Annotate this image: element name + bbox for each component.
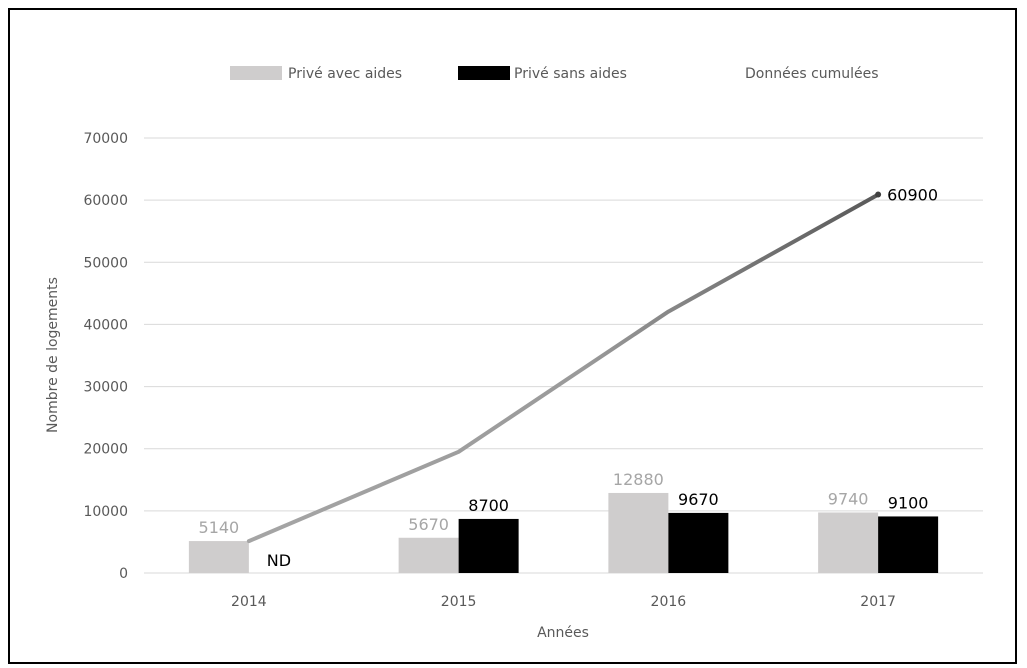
y-tick-label: 50000 — [83, 255, 128, 271]
data-labels: 5140 5670 12880 9740 ND 8700 9670 9100 60900 — [199, 186, 939, 570]
y-tick-label: 30000 — [83, 380, 128, 396]
data-label-series-1: 9670 — [678, 490, 719, 509]
data-label-series-1: 9100 — [888, 493, 929, 512]
data-label-series-2: 60900 — [887, 186, 938, 205]
legend: Privé avec aides Privé sans aides Donnée… — [230, 66, 879, 82]
bar-series-1 — [878, 516, 939, 573]
data-label-series-0: 9740 — [828, 489, 869, 508]
bar-series-0 — [398, 537, 459, 573]
legend-label-series-2: Données cumulées — [745, 66, 879, 82]
x-axis-title: Années — [537, 625, 589, 641]
data-label-series-1: 8700 — [468, 496, 509, 515]
y-tick-label: 40000 — [83, 317, 128, 333]
legend-item-series-2: Données cumulées — [690, 66, 879, 82]
x-tick-label: 2017 — [860, 594, 896, 610]
bars — [188, 492, 939, 573]
y-tick-label: 60000 — [83, 193, 128, 209]
data-label-series-1: ND — [267, 551, 291, 570]
data-label-series-0: 5140 — [199, 518, 240, 537]
legend-item-series-0: Privé avec aides — [230, 66, 402, 82]
y-tick-label: 0 — [119, 566, 128, 582]
legend-swatch-series-1 — [458, 66, 510, 80]
y-axis-ticks: 0 10000 20000 30000 40000 50000 60000 70000 — [83, 131, 128, 582]
legend-item-series-1: Privé sans aides — [458, 66, 627, 82]
y-tick-label: 20000 — [83, 442, 128, 458]
y-tick-label: 70000 — [83, 131, 128, 147]
data-label-series-0: 5670 — [408, 515, 449, 534]
legend-label-series-1: Privé sans aides — [514, 66, 627, 82]
x-tick-label: 2016 — [651, 594, 687, 610]
x-tick-label: 2015 — [441, 594, 477, 610]
data-label-series-0: 12880 — [613, 470, 664, 489]
bar-series-1 — [458, 518, 519, 573]
legend-label-series-0: Privé avec aides — [288, 66, 402, 82]
bar-series-0 — [608, 492, 669, 573]
bar-series-1 — [668, 512, 729, 573]
bar-series-0 — [818, 512, 879, 573]
cumulative-line-layer — [246, 191, 882, 544]
y-tick-label: 10000 — [83, 504, 128, 520]
bar-series-0 — [188, 541, 249, 573]
cumulative-line — [246, 192, 881, 544]
x-tick-label: 2014 — [231, 594, 267, 610]
legend-swatch-series-0 — [230, 66, 282, 80]
line-end-marker — [875, 191, 882, 198]
x-axis-ticks: 2014 2015 2016 2017 — [231, 594, 896, 610]
y-axis-title: Nombre de logements — [45, 277, 61, 433]
